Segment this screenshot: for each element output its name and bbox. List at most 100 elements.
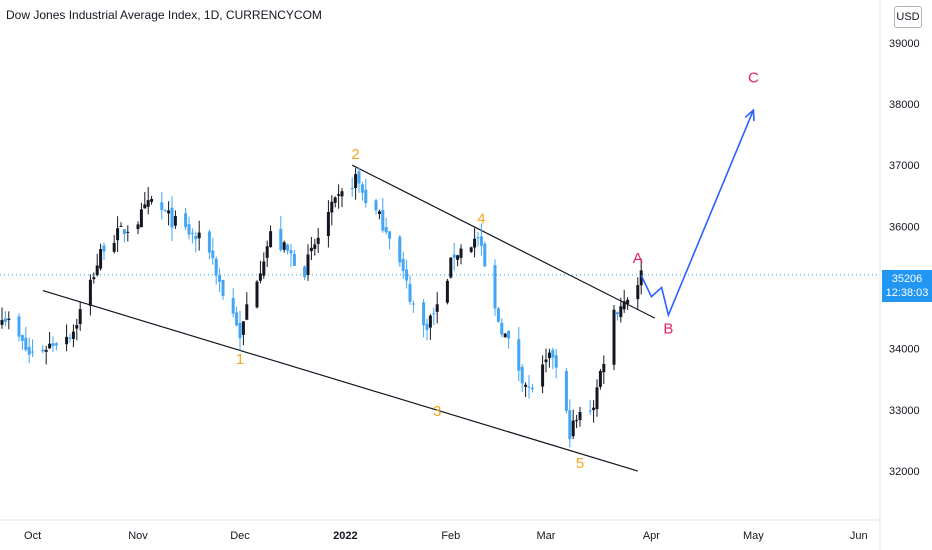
candle [507,330,511,349]
candle-body [483,243,487,267]
candle [139,202,143,228]
candle-body [541,364,545,387]
candle [564,367,568,414]
candle [568,399,572,448]
candle [27,337,31,364]
candle [425,318,429,341]
candle [44,345,48,365]
candle [190,228,194,244]
candle [622,289,626,313]
candle [479,223,483,256]
candle [619,297,623,323]
candle-body [71,331,75,339]
time-axis[interactable]: Oct Nov Dec 2022 Feb Mar Apr May Jun [24,530,868,542]
candle [517,326,521,382]
trendline-upper[interactable] [351,164,656,319]
last-price-value: 35206 [891,273,923,285]
candle-body [517,339,521,371]
trendlines[interactable] [42,164,656,472]
candle-body [190,232,194,234]
candle [241,321,245,346]
candle [146,187,150,215]
candle [136,221,140,235]
candle [483,241,487,268]
candle [48,331,52,349]
candle [282,240,286,253]
candle [122,229,126,243]
candle [428,314,432,340]
candle [575,414,579,429]
candle [173,210,177,229]
candle-body [377,211,381,214]
trendline-lower[interactable] [42,290,638,472]
candle-body [0,319,4,325]
candle-body [235,312,239,326]
candle [360,181,364,201]
candle-body [479,236,483,246]
candle-body [411,303,415,305]
candle [449,256,453,279]
candle [592,400,596,423]
candle-body [469,247,473,252]
time-tick-label: Jun [850,530,868,542]
candle [456,254,460,267]
candle-body [88,279,92,306]
candle-body [255,281,259,308]
currency-button[interactable]: USD [894,6,922,28]
candle-body [78,309,82,325]
candle-body [340,191,344,197]
candle [422,299,426,338]
candle-body [160,202,164,211]
candle [473,227,477,258]
candle-body [282,242,286,250]
candle [238,310,242,351]
price-axis[interactable]: 3200033000340003500036000370003800039000 [889,38,920,478]
candle-body [173,216,177,226]
time-tick-label: Mar [537,530,556,542]
candle-body [187,224,191,235]
candle-body [214,258,218,276]
candle [197,220,201,251]
candle [119,222,123,227]
candle-body [163,210,167,212]
candle [75,318,79,341]
projection-line[interactable] [640,109,755,318]
candle-body [360,184,364,193]
candle-body [626,299,630,304]
time-tick-label: 2022 [333,530,357,542]
candle-body [27,346,31,355]
candle-body [150,199,154,202]
candle [20,334,24,351]
candle-body [68,337,72,339]
candle-body [588,410,592,412]
price-tick-label: 38000 [889,99,920,111]
candle-body [170,207,174,228]
candle-body [126,231,130,233]
candle-body [75,325,79,329]
candle-body [445,280,449,303]
candle [469,246,473,254]
candle [258,260,262,284]
candle [381,197,385,233]
candle-body [374,200,378,211]
candle [262,252,266,279]
candle [326,200,330,248]
candle-body [524,384,528,387]
candle [95,253,99,277]
candle-body [289,250,293,254]
candle-body [333,197,337,203]
candle-body [3,318,7,322]
candlestick-series [0,167,643,448]
candle-body [337,194,341,196]
candle-body [554,355,558,368]
candle [411,300,415,313]
candle-body [425,323,429,330]
candle-body [146,200,150,207]
candle-body [269,231,273,248]
candle [588,400,592,415]
candle [554,349,558,379]
candle [626,297,630,310]
projection-path[interactable] [640,108,755,318]
candle [112,235,116,254]
